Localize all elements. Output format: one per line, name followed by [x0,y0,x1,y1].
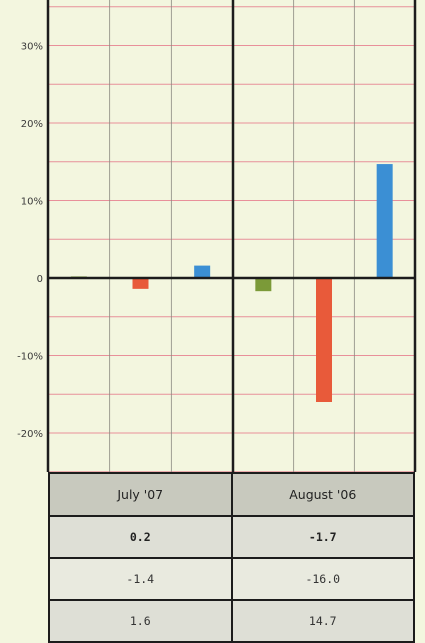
table-cell: 14.7 [230,599,415,643]
y-tick-label: -20% [17,429,43,440]
bar [132,278,149,289]
table-cell: -1.7 [230,515,415,559]
bar [194,265,211,278]
bar [316,278,332,402]
data-table: July '07 August '06 0.2 -1.7 -1.4 -16.0 … [48,472,415,643]
y-tick-label: 10% [21,197,43,208]
table-header-august-06: August '06 [230,472,415,517]
table-cell: 1.6 [48,599,233,643]
y-tick-label: -10% [17,352,43,363]
table-cell: 0.2 [48,515,233,559]
y-tick-label: 0 [37,274,43,285]
chart-frame [46,0,417,472]
table-row: -1.4 -16.0 [48,557,415,601]
table-cell: -16.0 [230,557,415,601]
y-tick-label: 30% [21,42,43,53]
table-header-july-07: July '07 [48,472,233,517]
bar [376,164,393,278]
bar-chart: 30% 20% 10% 0 -10% -20% [17,0,417,472]
grid-lines [48,0,415,472]
table-cell: -1.4 [48,557,233,601]
table-row: 0.2 -1.7 [48,515,415,559]
table-header-row: July '07 August '06 [48,472,415,517]
bars [70,164,393,402]
bar [255,278,272,292]
table-row: 1.6 14.7 [48,599,415,643]
y-tick-label: 20% [21,119,43,130]
y-axis-tick-labels: 30% 20% 10% 0 -10% -20% [17,42,43,441]
